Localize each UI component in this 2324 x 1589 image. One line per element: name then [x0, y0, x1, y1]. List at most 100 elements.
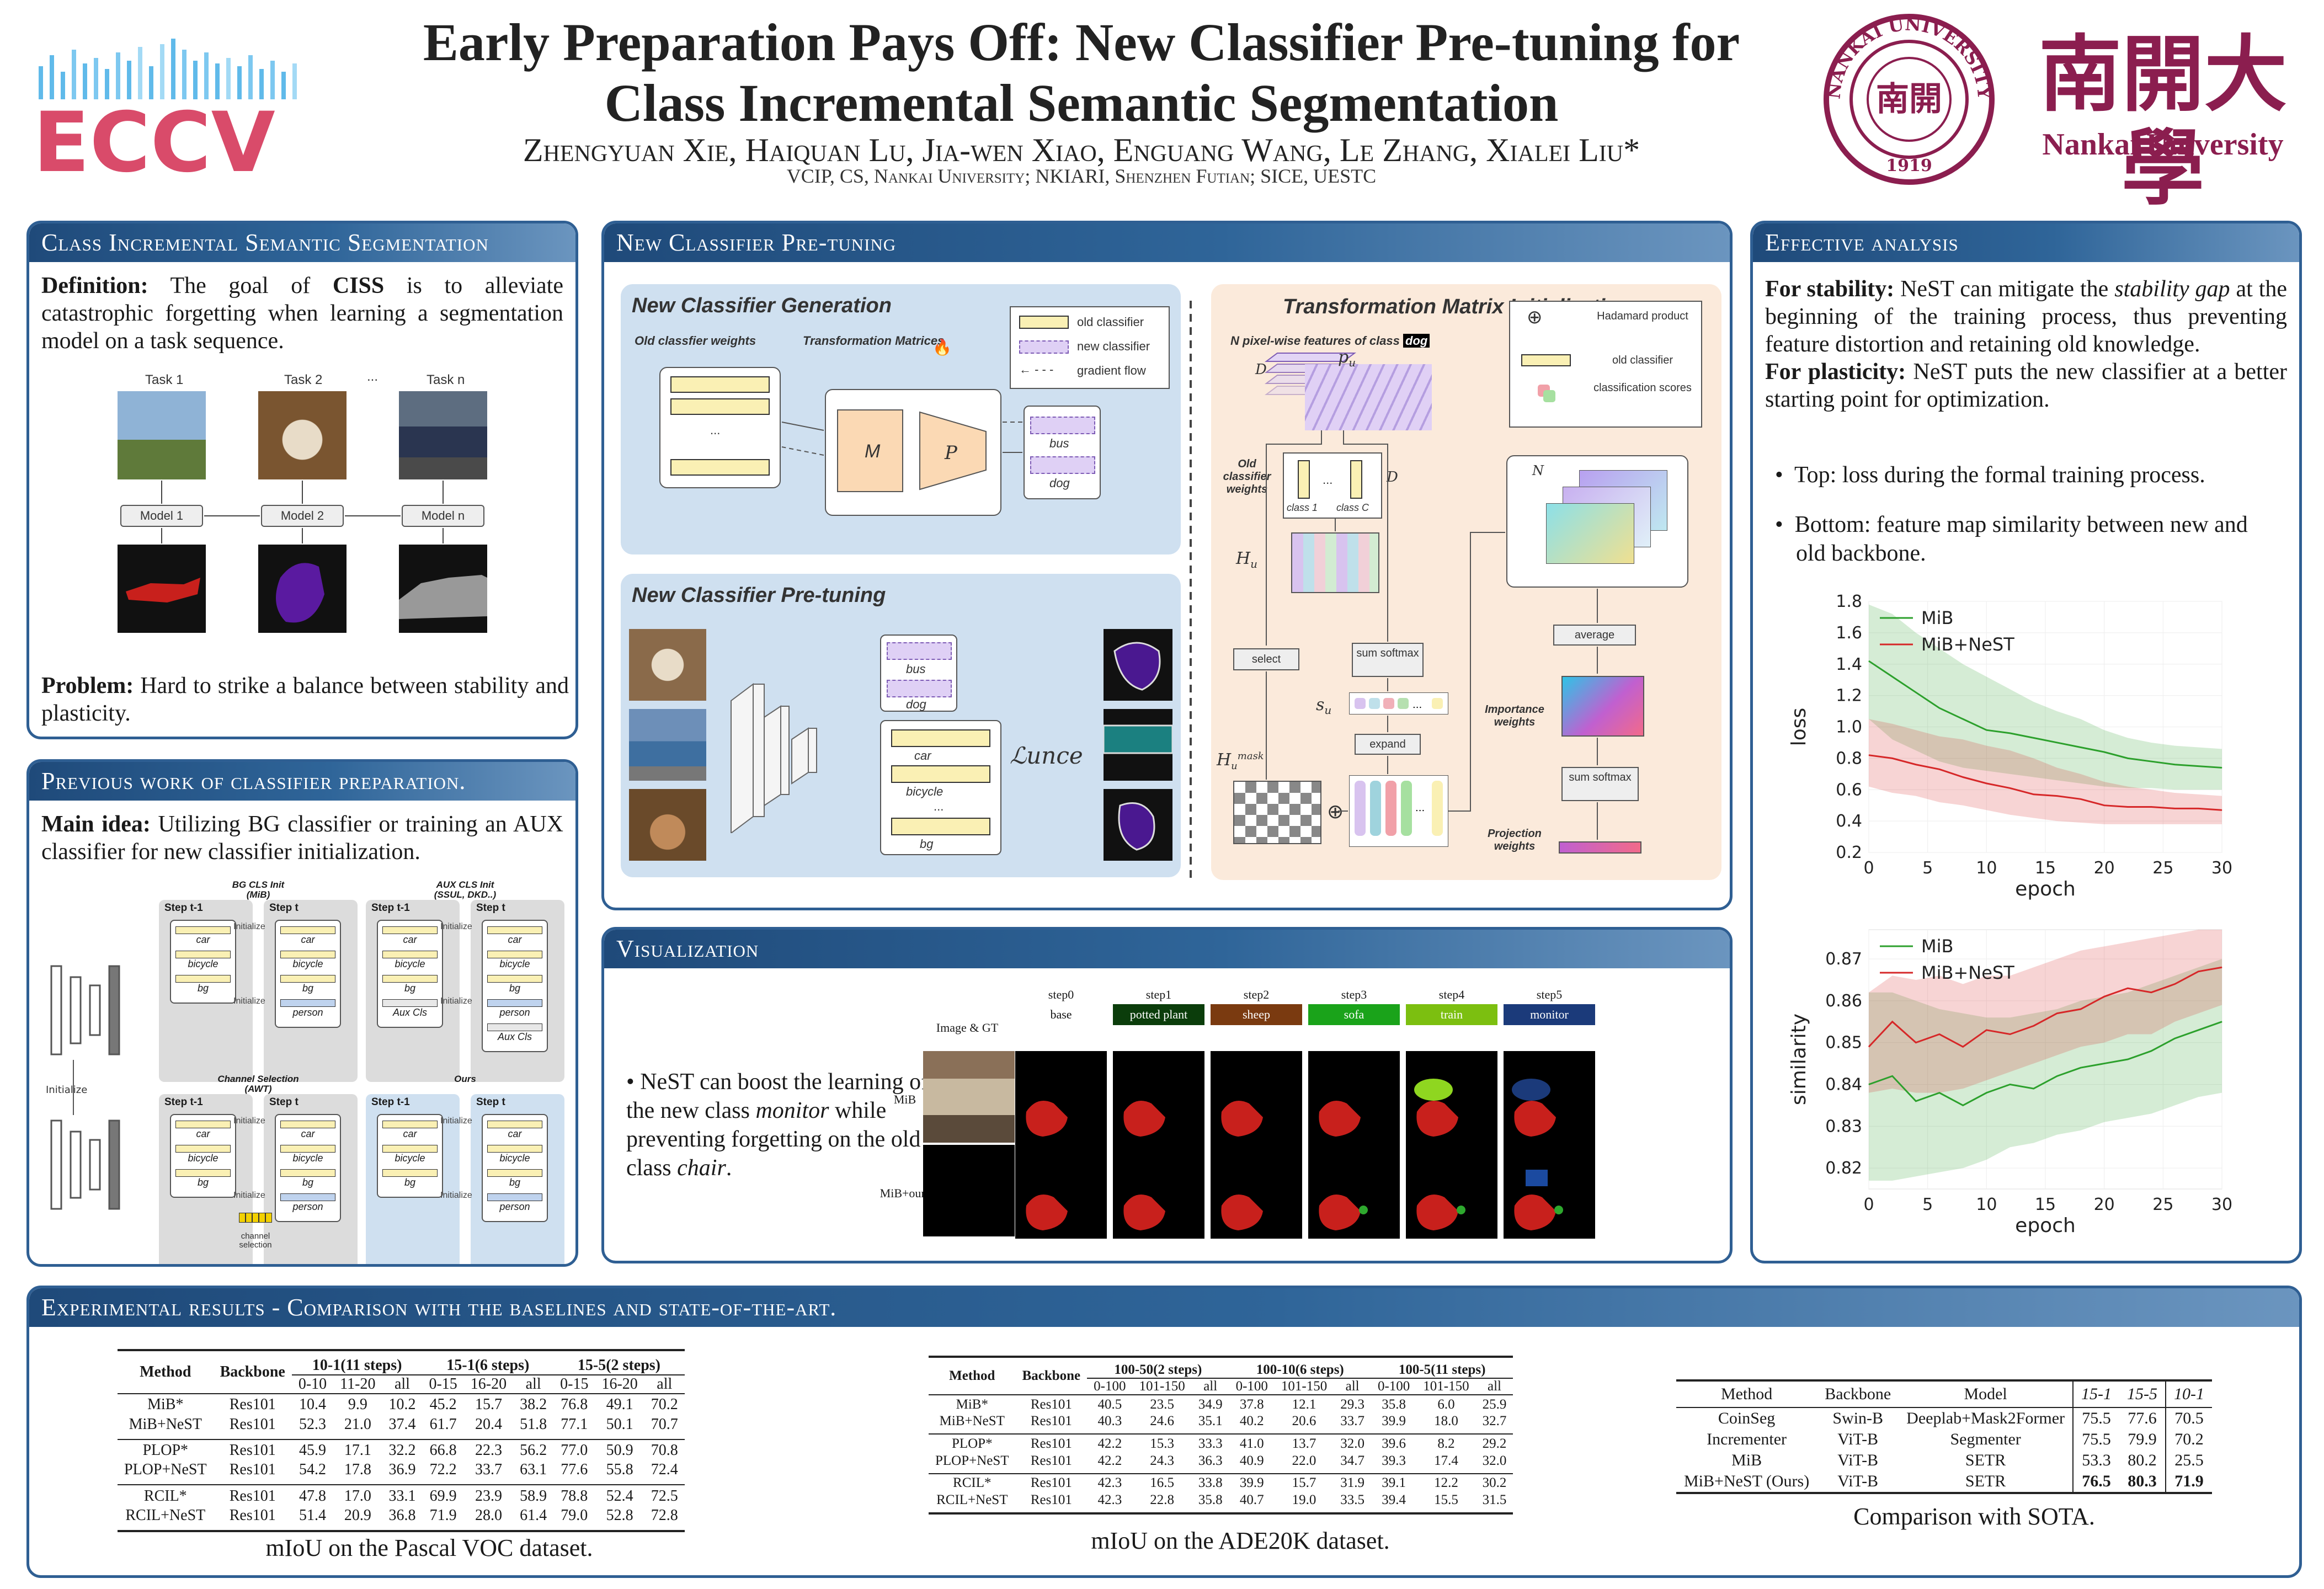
svg-text:P: P	[944, 442, 958, 464]
series-point	[2056, 742, 2058, 743]
table-cell: 34.9	[1198, 1396, 1223, 1412]
prev-class-label: person	[292, 1201, 323, 1212]
seal-year: 1919	[1886, 156, 1932, 175]
x-tick-label: 10	[1976, 1195, 1997, 1214]
prev-step-label: Step t-1	[371, 1096, 410, 1108]
prev-block-col: Step t car bicycle bg person	[264, 1094, 358, 1264]
table-row: Incrementer ViT-B Segmenter 75.5 79.9 70.2	[1676, 1429, 2213, 1450]
prev-work-panel: Previous work of classifier preparation.…	[26, 759, 578, 1267]
table-cell: 39.1	[1382, 1475, 1406, 1491]
table-header-cell: Backbone	[1825, 1385, 1891, 1403]
prev-block-col: Step t-1 car bicycle bg	[366, 1094, 460, 1264]
x-tick-label: 10	[1976, 859, 1997, 878]
vis-pred-mask	[1406, 1051, 1497, 1145]
table-cell: MiB+NeST	[939, 1414, 1005, 1429]
initialize-label: Initialize	[440, 1116, 472, 1126]
prev-backbone-sketch: Initialize	[46, 965, 120, 1210]
table-cell: RCIL+NeST	[125, 1506, 206, 1524]
legend-label: MiB	[1921, 607, 1953, 628]
table-cell: 79.0	[561, 1506, 588, 1524]
pretune-img-dog1	[629, 629, 706, 701]
vis-row-label: MiB	[893, 1092, 916, 1106]
gen-arrows	[781, 422, 1022, 456]
table-row: MiB+NeST Res101 40.3 24.6 35.1 40.2 20.6 33.7 39…	[929, 1412, 1513, 1435]
voc-table: Method Backbone 10-1(11 steps) 15-1(6 steps…	[118, 1349, 685, 1532]
table-header-cell: Backbone	[220, 1363, 285, 1380]
table-cell: 70.2	[2165, 1429, 2213, 1450]
prev-class-label: car	[403, 934, 417, 945]
ciss-definition: Definition: The goal of CISS is to allev…	[41, 273, 563, 354]
table-cell: 45.2	[429, 1396, 457, 1414]
univ-name-en: Nankai University	[2042, 127, 2284, 162]
table-cell: SETR	[1965, 1472, 2006, 1490]
table-cell: 78.8	[561, 1487, 588, 1505]
voc-caption: mIoU on the Pascal VOC dataset.	[265, 1534, 593, 1561]
task-1-label: Task 1	[145, 372, 184, 387]
task-ellipsis: ...	[367, 369, 379, 384]
initialize-label: Initialize	[233, 922, 265, 931]
table-cell: 72.5	[651, 1487, 678, 1505]
series-band-1	[1869, 959, 2222, 1181]
table-row: CoinSeg Swin-B Deeplab+Mask2Former 75.5 77.6…	[1676, 1407, 2213, 1429]
prev-classifier-box: car bicycle bg person	[275, 1114, 341, 1222]
table-header-cell: 0-15	[429, 1375, 457, 1393]
vis-pred-mask	[1504, 1145, 1595, 1239]
model-n: Model n	[402, 505, 484, 527]
prev-classifier-box: car bicycle bg	[170, 920, 236, 1004]
prev-class-label: bg	[404, 983, 416, 994]
table-cell: ViT-B	[1837, 1430, 1879, 1448]
prev-class-label: car	[301, 934, 315, 945]
table-cell: 29.2	[1482, 1436, 1507, 1451]
effective-panel: Effective analysis For stability: NeST c…	[1750, 221, 2302, 1263]
table-header-cell: all	[1203, 1379, 1218, 1394]
table-cell: 52.4	[606, 1487, 633, 1505]
x-tick-label: 15	[2035, 859, 2056, 878]
table-cell: 6.0	[1437, 1396, 1455, 1412]
y-tick-label: 1.6	[1836, 623, 1862, 643]
table-cell: 40.7	[1239, 1492, 1264, 1507]
legend-label: MiB	[1921, 936, 1953, 957]
prev-classifier-box: car bicycle bg person Aux Cls	[482, 920, 548, 1052]
task-2-image	[258, 391, 347, 479]
pretune-mask-bus	[1102, 709, 1174, 781]
prev-class-label: bg	[302, 1177, 314, 1188]
initialize-label: Initialize	[440, 1191, 472, 1200]
step-class-label: monitor	[1504, 1004, 1595, 1025]
table-cell: Res101	[1030, 1436, 1072, 1451]
step-label: step5	[1536, 988, 1563, 1001]
y-axis-label: similarity	[1788, 1014, 1810, 1105]
table-cell: 42.2	[1097, 1453, 1122, 1468]
tmi-box: Transformation Matrix Initialization N p…	[1211, 284, 1721, 880]
initialize-label: Initialize	[233, 1116, 265, 1126]
table-cell: MiB+NeST (Ours)	[1684, 1472, 1810, 1490]
sum-softmax-op-2: sum softmax	[1561, 767, 1639, 801]
table-cell: 13.7	[1292, 1436, 1316, 1451]
y-tick-label: 0.84	[1825, 1075, 1862, 1094]
table-cell: 34.7	[1340, 1453, 1364, 1468]
y-tick-label: 0.85	[1825, 1033, 1862, 1053]
series-point	[2009, 1084, 2011, 1085]
prev-block-col: Step t car bicycle bg person	[471, 1094, 564, 1264]
series-band-1	[1869, 604, 2222, 790]
similarity-chart: 0 5 10 15 20 25 30 0.82 0.83 0.84 0.85 0.86 0.87 MiB M…	[1788, 929, 2232, 1237]
table-cell: 16.5	[1150, 1475, 1175, 1491]
table-cell: 51.4	[299, 1506, 326, 1524]
y-tick-label: 0.83	[1825, 1117, 1862, 1136]
prev-class-label: Aux Cls	[392, 1007, 427, 1018]
prev-class-label: bicycle	[292, 958, 323, 969]
table-cell: 77.6	[2128, 1409, 2157, 1427]
series-point	[1892, 1021, 1893, 1022]
table-cell: 37.4	[388, 1415, 416, 1433]
table-cell: 31.9	[1340, 1475, 1364, 1491]
table-cell: 75.5	[2072, 1407, 2120, 1429]
model-2: Model 2	[261, 505, 344, 527]
prev-step-label: Step t-1	[371, 902, 410, 914]
svg-text:...: ...	[1412, 699, 1422, 711]
table-cell: 47.8	[299, 1487, 326, 1505]
table-cell: Res101	[229, 1487, 276, 1505]
y-tick-label: 0.86	[1825, 991, 1862, 1011]
table-row: PLOP+NeST Res101 54.2 17.8 36.9 72.2 33.7 63.1 7…	[118, 1459, 685, 1485]
vis-pred-mask	[1504, 1051, 1595, 1145]
prev-class-label: bicycle	[395, 1153, 425, 1164]
table-cell: 70.5	[2165, 1407, 2213, 1429]
